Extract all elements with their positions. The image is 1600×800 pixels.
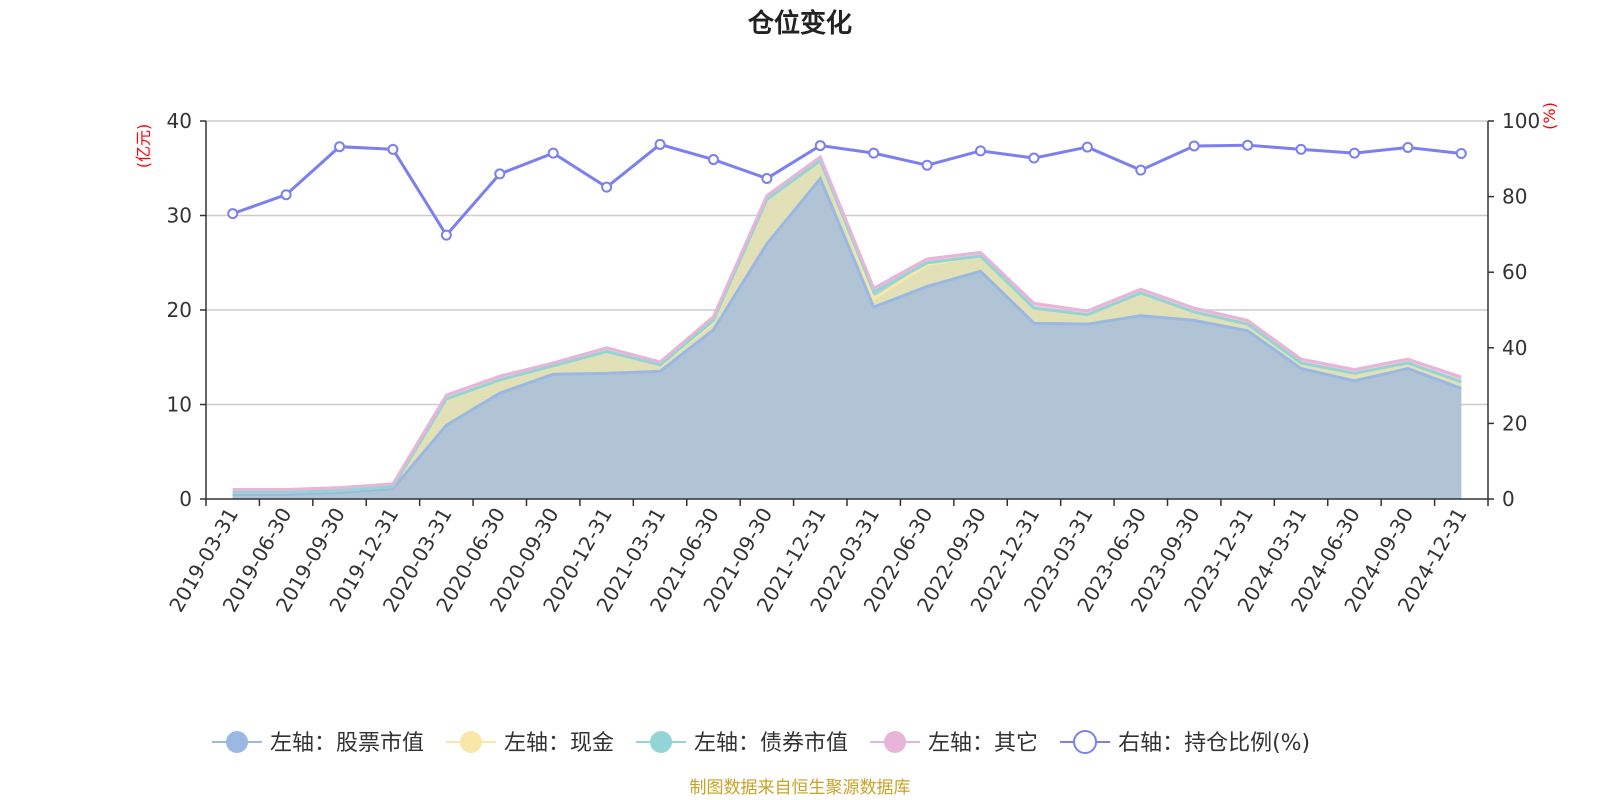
right-tick-label: 0 [1502, 487, 1515, 511]
right-axis-unit: (%) [1540, 102, 1559, 130]
area-line-左轴：股票市值 [232, 175, 1462, 496]
ratio-point [1455, 148, 1467, 160]
legend-item: 右轴：持仓比例(%) [1060, 730, 1310, 756]
legend-marker [650, 731, 673, 753]
legend-label: 左轴：债券市值 [694, 731, 848, 756]
ratio-point [1188, 140, 1200, 152]
chart-title: 仓位变化 [747, 8, 852, 39]
legend-item: 左轴：债券市值 [636, 731, 848, 756]
legend-item: 左轴：现金 [446, 731, 614, 756]
legend-marker [226, 731, 248, 753]
left-tick-label: 10 [167, 393, 192, 417]
ratio-point [387, 143, 399, 155]
ratio-point [547, 147, 559, 159]
ratio-point [334, 141, 346, 153]
ratio-point [280, 189, 292, 201]
right-tick-label: 100 [1502, 109, 1540, 133]
ratio-point [601, 181, 613, 193]
ratio-point [921, 159, 933, 171]
ratio-point [707, 154, 719, 166]
legend-marker [1073, 730, 1098, 754]
ratio-line [232, 142, 1462, 238]
ratio-point [1348, 147, 1360, 159]
ratio-point [1135, 164, 1147, 176]
right-tick-label: 40 [1502, 336, 1527, 360]
ratio-point [761, 172, 773, 184]
left-tick-label: 40 [167, 109, 192, 133]
ratio-point [654, 138, 666, 150]
ratio-point [440, 229, 452, 241]
left-axis-unit: (亿元) [134, 124, 153, 169]
legend-marker [460, 731, 483, 753]
legend-marker [884, 731, 907, 753]
ratio-point [1081, 141, 1093, 153]
area-line-左轴：其它 [232, 154, 1462, 492]
area-左轴：股票市值 [232, 178, 1462, 499]
legend-label: 左轴：股票市值 [270, 731, 424, 756]
legend-label: 右轴：持仓比例(%) [1118, 731, 1310, 756]
ratio-point [494, 168, 506, 180]
ratio-point [868, 147, 880, 159]
ratio-point [227, 208, 239, 220]
right-tick-label: 60 [1502, 260, 1527, 284]
ratio-point [1242, 139, 1254, 151]
ratio-line-group [227, 138, 1467, 241]
ratio-point [1295, 143, 1307, 155]
stacked-areas [232, 154, 1462, 499]
legend-label: 左轴：其它 [928, 731, 1038, 756]
data-source-note: 制图数据来自恒生聚源数据库 [690, 778, 911, 798]
ratio-point [975, 145, 987, 157]
left-tick-label: 0 [179, 487, 192, 511]
legend-label: 左轴：现金 [504, 731, 614, 756]
legend-item: 左轴：其它 [870, 731, 1038, 756]
ratio-point [1028, 152, 1040, 164]
left-tick-label: 20 [167, 298, 192, 322]
legend: 左轴：股票市值 左轴：现金 左轴：债券市值 左轴：其它 右轴：持仓比例(%) [212, 730, 1310, 756]
left-tick-label: 30 [167, 204, 192, 228]
right-tick-label: 80 [1502, 185, 1527, 209]
ratio-point [814, 140, 826, 152]
ratio-point [1402, 141, 1414, 153]
legend-item: 左轴：股票市值 [212, 731, 424, 756]
right-tick-label: 20 [1502, 411, 1527, 435]
